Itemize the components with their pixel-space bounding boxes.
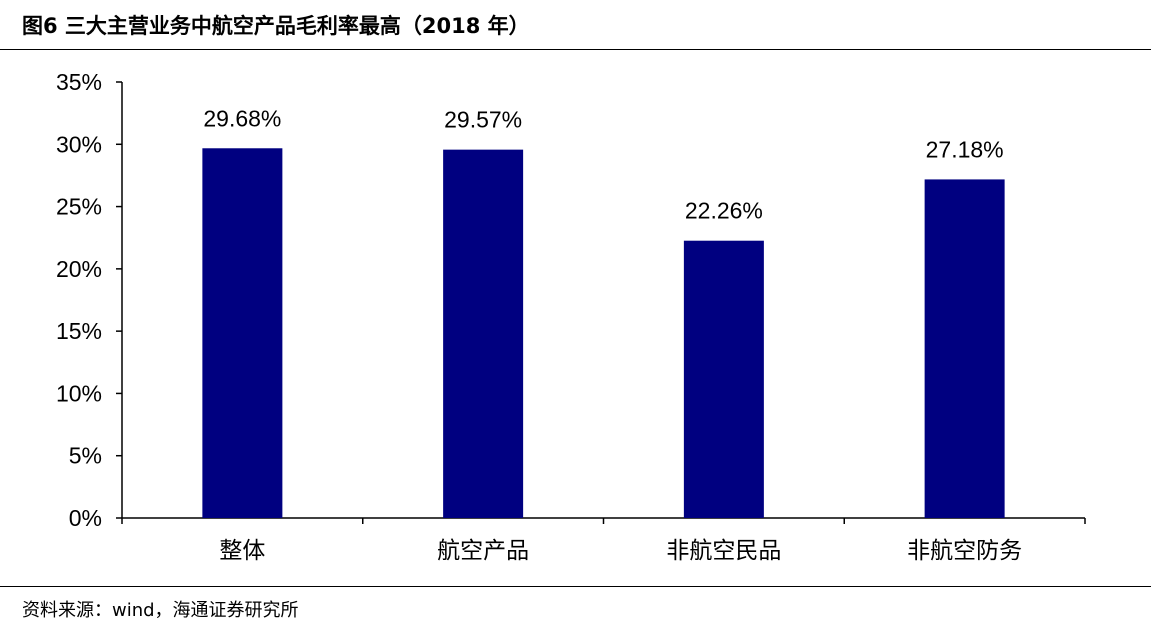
y-axis: 0% 5% 10% 15% 20% 25% 30% 35% <box>56 69 123 531</box>
y-tick-label: 5% <box>69 443 102 469</box>
bar-value-label: 27.18% <box>926 136 1004 162</box>
data-labels: 29.68% 29.57% 22.26% 27.18% <box>203 105 1003 223</box>
x-category-label: 非航空防务 <box>907 538 1022 564</box>
bars <box>202 148 1005 519</box>
x-category-label: 非航空民品 <box>666 538 781 564</box>
y-tick-label: 10% <box>56 380 102 406</box>
y-tick-label: 0% <box>69 505 102 531</box>
title-rule <box>0 49 1151 50</box>
y-tick-label: 35% <box>56 69 102 95</box>
bar-value-label: 22.26% <box>685 198 763 224</box>
bar <box>924 179 1005 518</box>
source-rule <box>0 586 1151 587</box>
source-note: 资料来源：wind，海通证券研究所 <box>22 600 299 621</box>
bar-value-label: 29.68% <box>203 105 281 131</box>
x-category-label: 整体 <box>219 538 265 564</box>
bar-chart: 0%5%10%15%20%25%30%35% 整体 航空产品 非航空民品 非航空防务 … <box>56 69 1086 564</box>
x-axis: 整体 航空产品 非航空民品 非航空防务 <box>121 517 1086 564</box>
bar <box>202 148 283 518</box>
y-tick-label: 25% <box>56 194 102 220</box>
bar <box>443 149 524 519</box>
y-tick-label: 30% <box>56 131 102 157</box>
figure-title: 图6 三大主营业务中航空产品毛利率最高（2018 年） <box>22 14 530 38</box>
bar-value-label: 29.57% <box>444 107 522 133</box>
y-tick-label: 20% <box>56 256 102 282</box>
x-category-label: 航空产品 <box>437 538 529 564</box>
y-tick-label: 15% <box>56 318 102 344</box>
bar <box>683 240 764 519</box>
